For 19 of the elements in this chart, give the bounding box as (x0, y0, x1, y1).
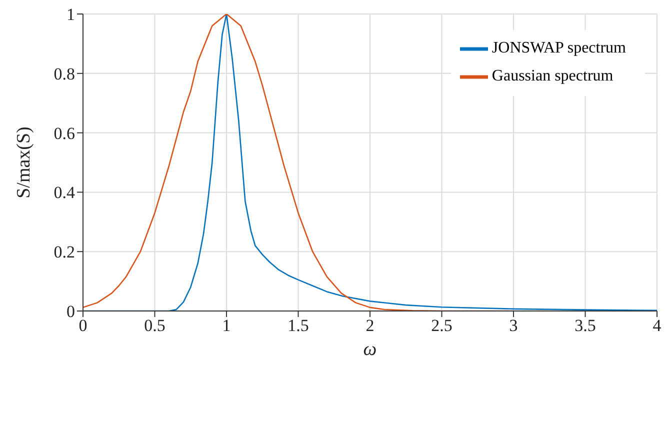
x-tick-label: 2 (366, 316, 374, 336)
x-tick-label: 0.5 (144, 316, 166, 336)
x-axis-title: ω (363, 339, 377, 360)
x-tick-label: 1.5 (288, 316, 309, 336)
y-tick-label: 0.8 (54, 64, 75, 84)
legend-label: Gaussian spectrum (492, 68, 614, 85)
x-tick-label: 4 (652, 316, 662, 336)
y-axis-title: S/max(S) (14, 126, 35, 198)
x-tick-label: 1 (222, 316, 231, 336)
x-tick-label: 0 (78, 316, 88, 336)
y-tick-label: 0 (66, 302, 75, 322)
y-tick-label: 1 (66, 5, 75, 24)
x-tick-label: 3 (509, 316, 518, 336)
y-tick-label: 0.6 (54, 124, 75, 143)
x-tick-label: 3.5 (574, 316, 596, 336)
y-tick-label: 0.4 (54, 183, 76, 202)
x-tick-label: 2.5 (431, 316, 452, 336)
y-tick-label: 0.2 (54, 242, 75, 262)
legend-label: JONSWAP spectrum (492, 40, 626, 57)
